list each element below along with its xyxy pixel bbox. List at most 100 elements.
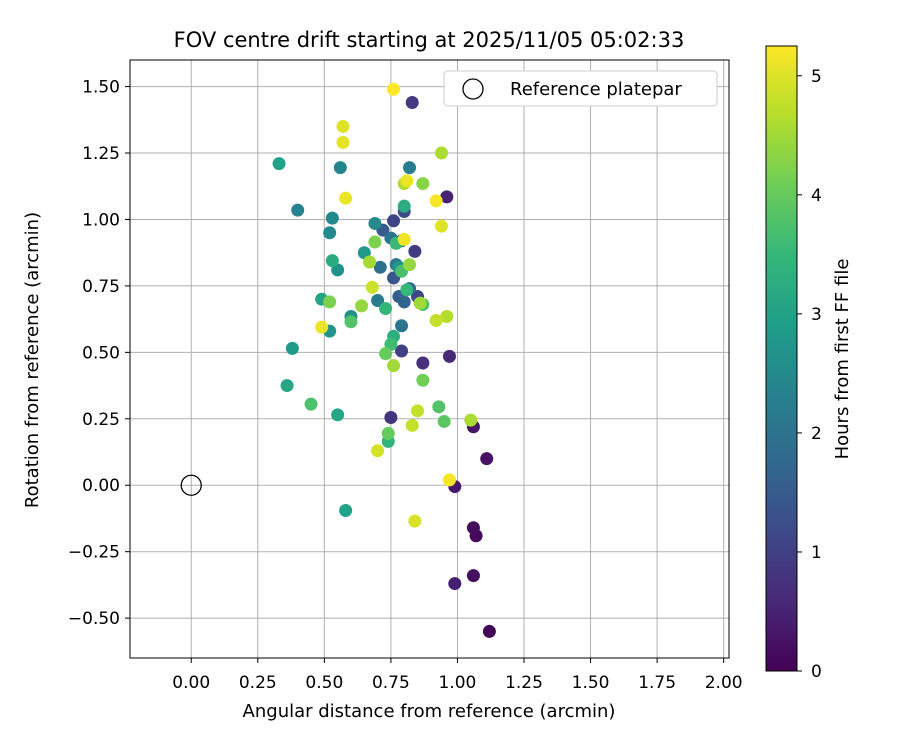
y-tick-label: 0.00 bbox=[82, 476, 120, 496]
x-axis-label: Angular distance from reference (arcmin) bbox=[243, 701, 616, 722]
data-point bbox=[379, 302, 393, 316]
data-point bbox=[365, 280, 379, 294]
y-tick-label: 0.50 bbox=[82, 343, 120, 363]
colorbar-tick-label: 5 bbox=[811, 67, 822, 87]
data-point bbox=[371, 294, 385, 308]
y-tick-label: −0.50 bbox=[68, 609, 120, 629]
data-point bbox=[429, 313, 443, 327]
chart-title: FOV centre drift starting at 2025/11/05 … bbox=[174, 28, 685, 52]
grid bbox=[130, 60, 729, 658]
y-tick-label: 1.50 bbox=[82, 78, 120, 98]
data-point bbox=[403, 258, 417, 272]
x-tick-label: 2.00 bbox=[705, 673, 743, 693]
x-axis-ticks: 0.00 0.25 0.50 0.75 1.00 1.25 1.50 1.75 2.00 bbox=[172, 658, 743, 693]
data-point bbox=[368, 235, 382, 249]
data-point bbox=[325, 211, 339, 225]
colorbar-tick-label: 4 bbox=[811, 186, 822, 206]
data-point bbox=[442, 349, 456, 363]
data-point bbox=[416, 177, 430, 191]
x-tick-label: 1.25 bbox=[505, 673, 543, 693]
data-point bbox=[395, 319, 409, 333]
reference-marker-layer bbox=[180, 474, 202, 496]
data-point bbox=[323, 226, 337, 240]
data-point bbox=[387, 359, 401, 373]
data-point bbox=[339, 191, 353, 205]
data-point bbox=[482, 624, 496, 638]
data-point bbox=[371, 444, 385, 458]
x-tick-label: 1.00 bbox=[439, 673, 477, 693]
data-point bbox=[387, 214, 401, 228]
data-point bbox=[387, 82, 401, 96]
x-tick-label: 0.50 bbox=[305, 673, 343, 693]
data-point bbox=[480, 452, 494, 466]
data-point bbox=[403, 161, 417, 175]
y-tick-label: 1.25 bbox=[82, 144, 120, 164]
data-point bbox=[464, 413, 478, 427]
data-point bbox=[400, 174, 414, 188]
data-point bbox=[323, 295, 337, 309]
data-point bbox=[440, 309, 454, 323]
legend: Reference platepar bbox=[443, 70, 718, 107]
colorbar-tick-label: 0 bbox=[811, 662, 822, 682]
data-point bbox=[336, 135, 350, 149]
data-point bbox=[437, 414, 451, 428]
y-axis-ticks: −0.50 −0.25 0.00 0.25 0.50 0.75 1.00 1.25 1.50 bbox=[68, 78, 130, 629]
plot-frame bbox=[129, 59, 730, 659]
data-point bbox=[405, 418, 419, 432]
colorbar-tick-label: 1 bbox=[811, 543, 822, 563]
reference-platepar-marker bbox=[180, 474, 202, 496]
data-point bbox=[272, 157, 286, 171]
y-tick-label: 0.25 bbox=[82, 410, 120, 430]
data-point bbox=[413, 296, 427, 310]
data-point bbox=[434, 146, 448, 160]
data-point bbox=[381, 426, 395, 440]
data-point bbox=[280, 379, 294, 393]
data-point bbox=[325, 254, 339, 268]
data-point bbox=[368, 216, 382, 230]
data-point bbox=[397, 295, 411, 309]
colorbar: 0 1 2 3 4 5 Hours from first FF file bbox=[765, 45, 853, 682]
data-point bbox=[355, 299, 369, 313]
data-point bbox=[397, 199, 411, 213]
colorbar-ticks: 0 1 2 3 4 5 bbox=[797, 67, 822, 682]
x-tick-label: 0.25 bbox=[239, 673, 277, 693]
data-point bbox=[344, 315, 358, 329]
y-axis-label: Rotation from reference (arcmin) bbox=[22, 212, 43, 508]
data-point bbox=[429, 194, 443, 208]
data-point bbox=[408, 514, 422, 528]
data-point bbox=[466, 521, 480, 535]
data-point bbox=[405, 96, 419, 110]
x-tick-label: 0.75 bbox=[372, 673, 410, 693]
x-tick-label: 1.50 bbox=[572, 673, 610, 693]
y-tick-label: −0.25 bbox=[68, 543, 120, 563]
data-point bbox=[304, 397, 318, 411]
data-point bbox=[411, 404, 425, 418]
y-tick-label: 0.75 bbox=[82, 277, 120, 297]
data-point bbox=[315, 320, 329, 334]
x-tick-label: 1.75 bbox=[638, 673, 676, 693]
legend-entry-reference-platepar: Reference platepar bbox=[510, 79, 682, 100]
colorbar-tick-label: 3 bbox=[811, 305, 822, 325]
data-point bbox=[373, 260, 387, 274]
x-tick-label: 0.00 bbox=[172, 673, 210, 693]
legend-box bbox=[443, 70, 718, 107]
colorbar-tick-label: 2 bbox=[811, 424, 822, 444]
data-point bbox=[336, 119, 350, 133]
data-point bbox=[291, 203, 305, 217]
data-point bbox=[432, 400, 446, 414]
data-point bbox=[395, 344, 409, 358]
data-points bbox=[272, 82, 496, 638]
data-point bbox=[434, 219, 448, 233]
data-point bbox=[363, 255, 377, 269]
colorbar-gradient bbox=[765, 45, 798, 672]
data-point bbox=[416, 373, 430, 387]
data-point bbox=[440, 190, 454, 204]
data-point bbox=[397, 232, 411, 246]
data-point bbox=[339, 503, 353, 517]
data-point bbox=[285, 341, 299, 355]
data-point bbox=[379, 347, 393, 361]
y-tick-label: 1.00 bbox=[82, 210, 120, 230]
colorbar-label: Hours from first FF file bbox=[832, 259, 853, 460]
